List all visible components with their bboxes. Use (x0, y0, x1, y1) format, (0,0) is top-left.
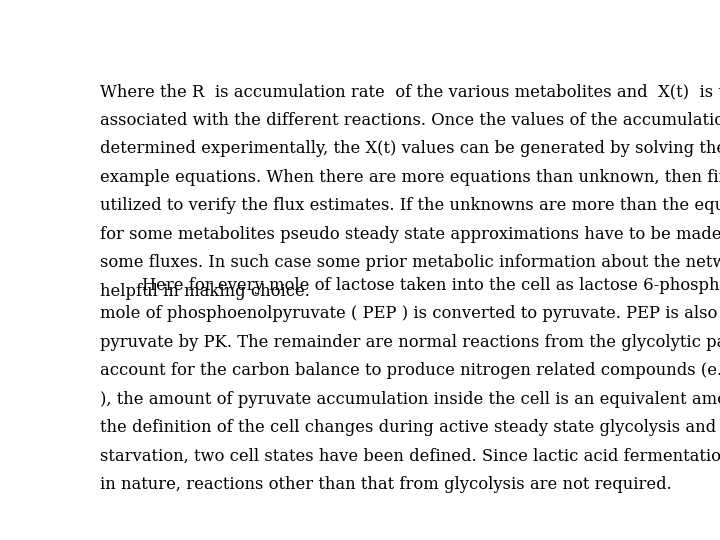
Text: associated with the different reactions. Once the values of the accumulation rat: associated with the different reactions.… (100, 112, 720, 129)
Text: in nature, reactions other than that from glycolysis are not required.: in nature, reactions other than that fro… (100, 476, 672, 493)
Text: the definition of the cell changes during active steady state glycolysis and dur: the definition of the cell changes durin… (100, 419, 720, 436)
Text: Where the R  is accumulation rate  of the various metabolites and  X(t)  is the : Where the R is accumulation rate of the … (100, 84, 720, 100)
Text: helpful in making choice.: helpful in making choice. (100, 283, 310, 300)
Text: pyruvate by PK. The remainder are normal reactions from the glycolytic pathway. : pyruvate by PK. The remainder are normal… (100, 334, 720, 351)
Text: mole of phosphoenolpyruvate ( PEP ) is converted to pyruvate. PEP is also conver: mole of phosphoenolpyruvate ( PEP ) is c… (100, 305, 720, 322)
Text: for some metabolites pseudo steady state approximations have to be made to elimi: for some metabolites pseudo steady state… (100, 226, 720, 243)
Text: determined experimentally, the X(t) values can be generated by solving the above: determined experimentally, the X(t) valu… (100, 140, 720, 158)
Text: some fluxes. In such case some prior metabolic information about the network wou: some fluxes. In such case some prior met… (100, 254, 720, 272)
Text: ), the amount of pyruvate accumulation inside the cell is an equivalent amount. : ), the amount of pyruvate accumulation i… (100, 391, 720, 408)
Text: starvation, two cell states have been defined. Since lactic acid fermentation is: starvation, two cell states have been de… (100, 448, 720, 465)
Text: utilized to verify the flux estimates. If the unknowns are more than the equatio: utilized to verify the flux estimates. I… (100, 198, 720, 214)
Text: Here for every mole of lactose taken into the cell as lactose 6-phosphate, a: Here for every mole of lactose taken int… (100, 277, 720, 294)
Text: example equations. When there are more equations than unknown, then final equati: example equations. When there are more e… (100, 169, 720, 186)
Text: account for the carbon balance to produce nitrogen related compounds (e.g. amino: account for the carbon balance to produc… (100, 362, 720, 379)
